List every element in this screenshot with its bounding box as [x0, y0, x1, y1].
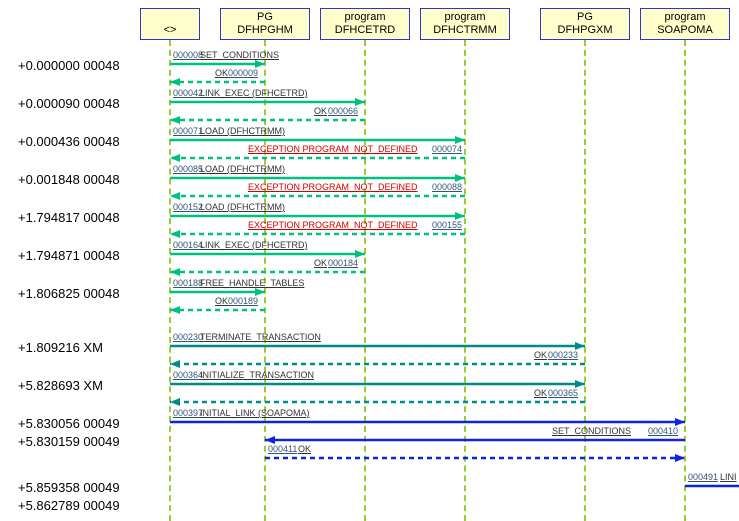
- message-label: LOAD (DFHCTRMM): [200, 164, 285, 174]
- message-seq: 000364: [173, 370, 203, 380]
- timestamp: +5.828693 XM: [18, 378, 103, 393]
- lane-top-label: PG: [577, 11, 593, 23]
- message-extra-label: LINI: [720, 472, 737, 482]
- message-label: OK: [534, 350, 547, 360]
- timestamp: +1.794817 00048: [18, 210, 120, 225]
- message-seq: 000085: [173, 164, 203, 174]
- message-seq: 000071: [173, 126, 203, 136]
- message-label: OK: [215, 296, 228, 306]
- timestamp: +1.809216 XM: [18, 340, 103, 355]
- message-arrow: [255, 452, 695, 464]
- lane-bottom-label: DFHCTRMM: [433, 24, 497, 36]
- lane-top-label: PG: [257, 11, 273, 23]
- message-label: LOAD (DFHCTRMM): [200, 202, 285, 212]
- timestamp: +5.862789 00049: [18, 498, 120, 513]
- message-label: OK: [314, 106, 327, 116]
- message-seq: 000042: [173, 88, 203, 98]
- timestamp: +0.000090 00048: [18, 96, 120, 111]
- timestamp: +5.859358 00049: [18, 480, 120, 495]
- message-label: FREE_HANDLE_TABLES: [200, 278, 304, 288]
- message-seq-after: 000074: [432, 144, 462, 154]
- message-seq-after: 000365: [548, 388, 578, 398]
- lane-bottom-label: <>: [164, 24, 177, 36]
- message-label: OK: [314, 258, 327, 268]
- message-label: OK: [298, 444, 311, 454]
- message-seq: 000008: [173, 50, 203, 60]
- timestamp: +5.830056 00049: [18, 416, 120, 431]
- lifeline-dfhcetrd: [364, 40, 366, 521]
- lifeline-dfhpgxm: [584, 40, 586, 521]
- lane-bottom-label: SOAPOMA: [657, 24, 713, 36]
- message-seq-after: 000088: [432, 182, 462, 192]
- lane-top-label: program: [665, 11, 706, 23]
- timestamp: +0.001848 00048: [18, 172, 120, 187]
- message-seq: 000411: [268, 444, 297, 454]
- message-seq: 000397: [173, 408, 203, 418]
- lane-top-label: program: [345, 11, 386, 23]
- sequence-diagram: <>PGDFHPGHMprogramDFHCETRDprogramDFHCTRM…: [0, 0, 739, 521]
- message-label: LINK_EXEC (DFHCETRD): [200, 88, 308, 98]
- lifeline-cics: [169, 40, 171, 521]
- lane-header-soapoma: programSOAPOMA: [640, 8, 730, 40]
- lane-top-label: program: [445, 11, 486, 23]
- lane-bottom-label: DFHPGXM: [558, 24, 613, 36]
- message-label: OK: [534, 388, 547, 398]
- message-label: INITIALIZE_TRANSACTION: [200, 370, 314, 380]
- message-seq: 000230: [173, 332, 203, 342]
- timestamp: +5.830159 00049: [18, 434, 120, 449]
- message-label: LOAD (DFHCTRMM): [200, 126, 285, 136]
- message-label: SET_CONDITIONS: [200, 50, 279, 60]
- message-arrow: [160, 358, 595, 370]
- message-label: SET_CONDITIONS: [552, 426, 631, 436]
- message-seq: 000152: [173, 202, 203, 212]
- message-seq-after: 000410: [648, 426, 678, 436]
- message-label: LINK_EXEC (DFHCETRD): [200, 240, 308, 250]
- message-seq: 000188: [173, 278, 203, 288]
- message-seq-after: 000155: [432, 220, 462, 230]
- message-label: OK: [215, 68, 228, 78]
- lifeline-soapoma: [684, 40, 686, 521]
- lane-bottom-label: DFHCETRD: [335, 24, 396, 36]
- timestamp: +0.000000 00048: [18, 58, 120, 73]
- message-seq: 000164: [173, 240, 203, 250]
- lane-header-dfhpgxm: PGDFHPGXM: [540, 8, 630, 40]
- timestamp: +1.794871 00048: [18, 248, 120, 263]
- lane-header-dfhpghm: PGDFHPGHM: [220, 8, 310, 40]
- timestamp: +1.806825 00048: [18, 286, 120, 301]
- timestamp: +0.000436 00048: [18, 134, 120, 149]
- lifeline-dfhctrmm: [464, 40, 466, 521]
- message-seq-after: 000066: [328, 106, 358, 116]
- message-seq-after: 000189: [228, 296, 258, 306]
- message-seq-after: 000491: [688, 472, 718, 482]
- message-label: EXCEPTION PROGRAM_NOT_DEFINED: [248, 182, 418, 192]
- message-label: EXCEPTION PROGRAM_NOT_DEFINED: [248, 220, 418, 230]
- message-seq-after: 000009: [228, 68, 258, 78]
- lane-bottom-label: DFHPGHM: [237, 24, 293, 36]
- lane-header-dfhcetrd: programDFHCETRD: [320, 8, 410, 40]
- message-label: EXCEPTION PROGRAM_NOT_DEFINED: [248, 144, 418, 154]
- message-label: INITIAL_LINK (SOAPOMA): [200, 408, 310, 418]
- message-arrow: [160, 396, 595, 408]
- lane-header-cics: <>: [140, 8, 200, 40]
- message-label: TERMINATE_TRANSACTION: [200, 332, 321, 342]
- message-seq-after: 000233: [548, 350, 578, 360]
- lane-header-dfhctrmm: programDFHCTRMM: [420, 8, 510, 40]
- message-seq-after: 000184: [328, 258, 358, 268]
